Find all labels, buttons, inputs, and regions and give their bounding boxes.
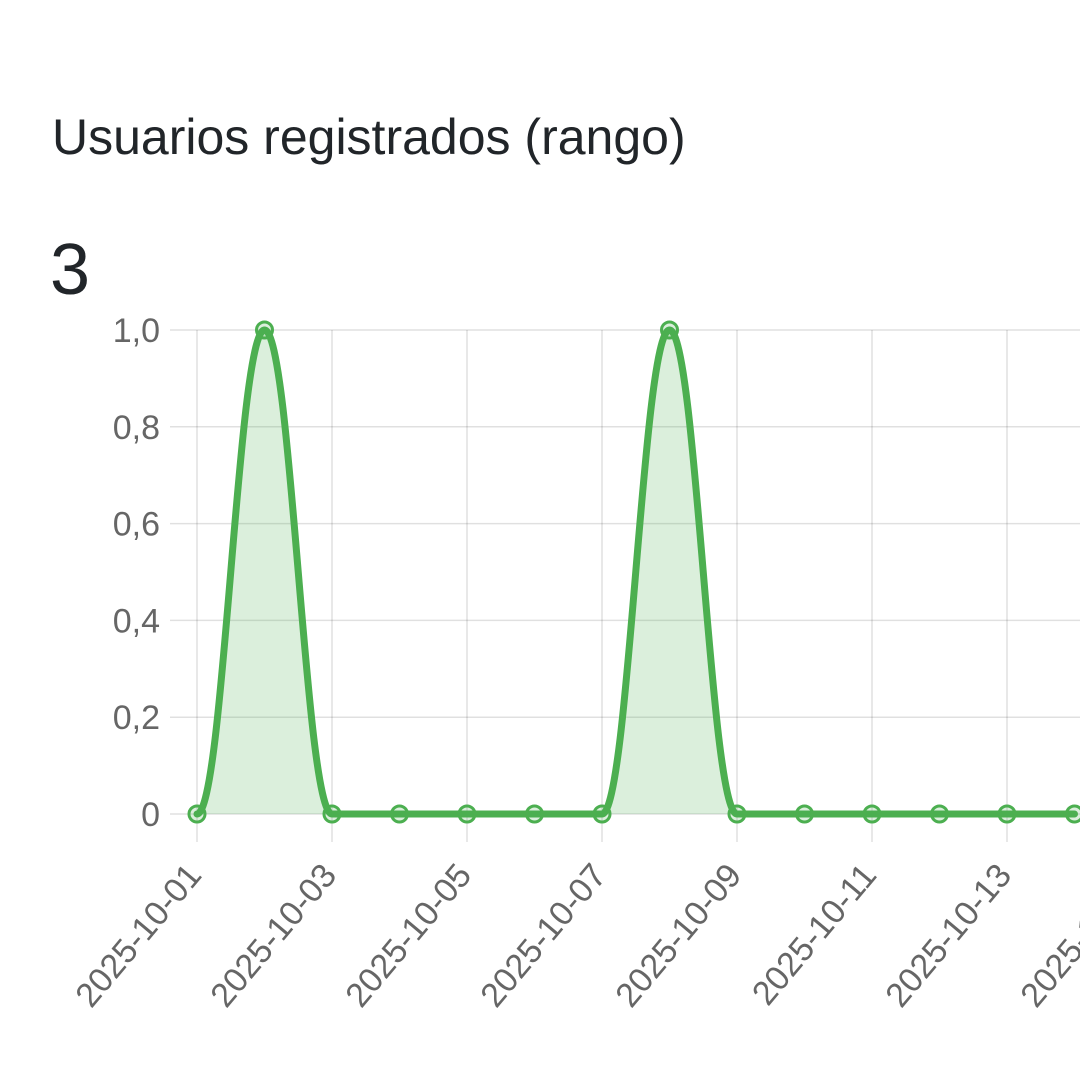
x-axis-ticks: 2025-10-012025-10-032025-10-052025-10-07… xyxy=(68,857,1080,1015)
data-point-2025-10-05[interactable] xyxy=(457,804,477,824)
x-tick-label: 2025-10-09 xyxy=(608,857,749,1015)
card-title: Usuarios registrados (rango) xyxy=(52,109,686,165)
data-point-2025-10-04[interactable] xyxy=(390,804,409,824)
data-point-2025-10-14[interactable] xyxy=(1065,804,1080,824)
data-points xyxy=(187,320,1080,824)
data-point-2025-10-10[interactable] xyxy=(795,804,814,824)
registered-users-count: 3 xyxy=(50,230,91,310)
data-point-2025-10-12[interactable] xyxy=(930,804,949,824)
y-tick-label: 0,6 xyxy=(113,506,160,544)
data-point-2025-10-11[interactable] xyxy=(862,804,882,824)
data-point-2025-10-02[interactable] xyxy=(255,320,274,340)
x-tick-label: 2025-10-01 xyxy=(68,857,209,1015)
series-line xyxy=(193,326,1078,818)
series-line-group xyxy=(193,326,1078,818)
x-tick-label: 2025-10-05 xyxy=(338,857,479,1015)
x-tick-label: 2025-10-03 xyxy=(203,857,344,1015)
data-point-2025-10-06[interactable] xyxy=(525,804,544,824)
data-point-2025-10-13[interactable] xyxy=(997,804,1017,824)
x-tick-label: 2025-10-15 xyxy=(1013,857,1080,1015)
y-tick-label: 0,4 xyxy=(113,602,160,640)
y-axis-ticks: 0 0,2 0,4 0,6 0,8 1,0 xyxy=(113,312,160,834)
data-point-2025-10-03[interactable] xyxy=(322,804,342,824)
data-point-2025-10-09[interactable] xyxy=(727,804,747,824)
y-tick-label: 0,8 xyxy=(113,409,160,447)
x-tick-label: 2025-10-11 xyxy=(745,857,884,1013)
y-tick-label: 1,0 xyxy=(113,312,160,350)
x-tick-label: 2025-10-07 xyxy=(473,857,614,1015)
grid-lines xyxy=(170,329,1080,842)
data-point-2025-10-01[interactable] xyxy=(187,804,207,824)
data-point-2025-10-07[interactable] xyxy=(592,804,612,824)
data-point-2025-10-08[interactable] xyxy=(660,320,679,340)
x-tick-label: 2025-10-13 xyxy=(878,857,1019,1015)
y-tick-label: 0,2 xyxy=(113,699,160,737)
y-tick-label: 0 xyxy=(141,796,160,834)
